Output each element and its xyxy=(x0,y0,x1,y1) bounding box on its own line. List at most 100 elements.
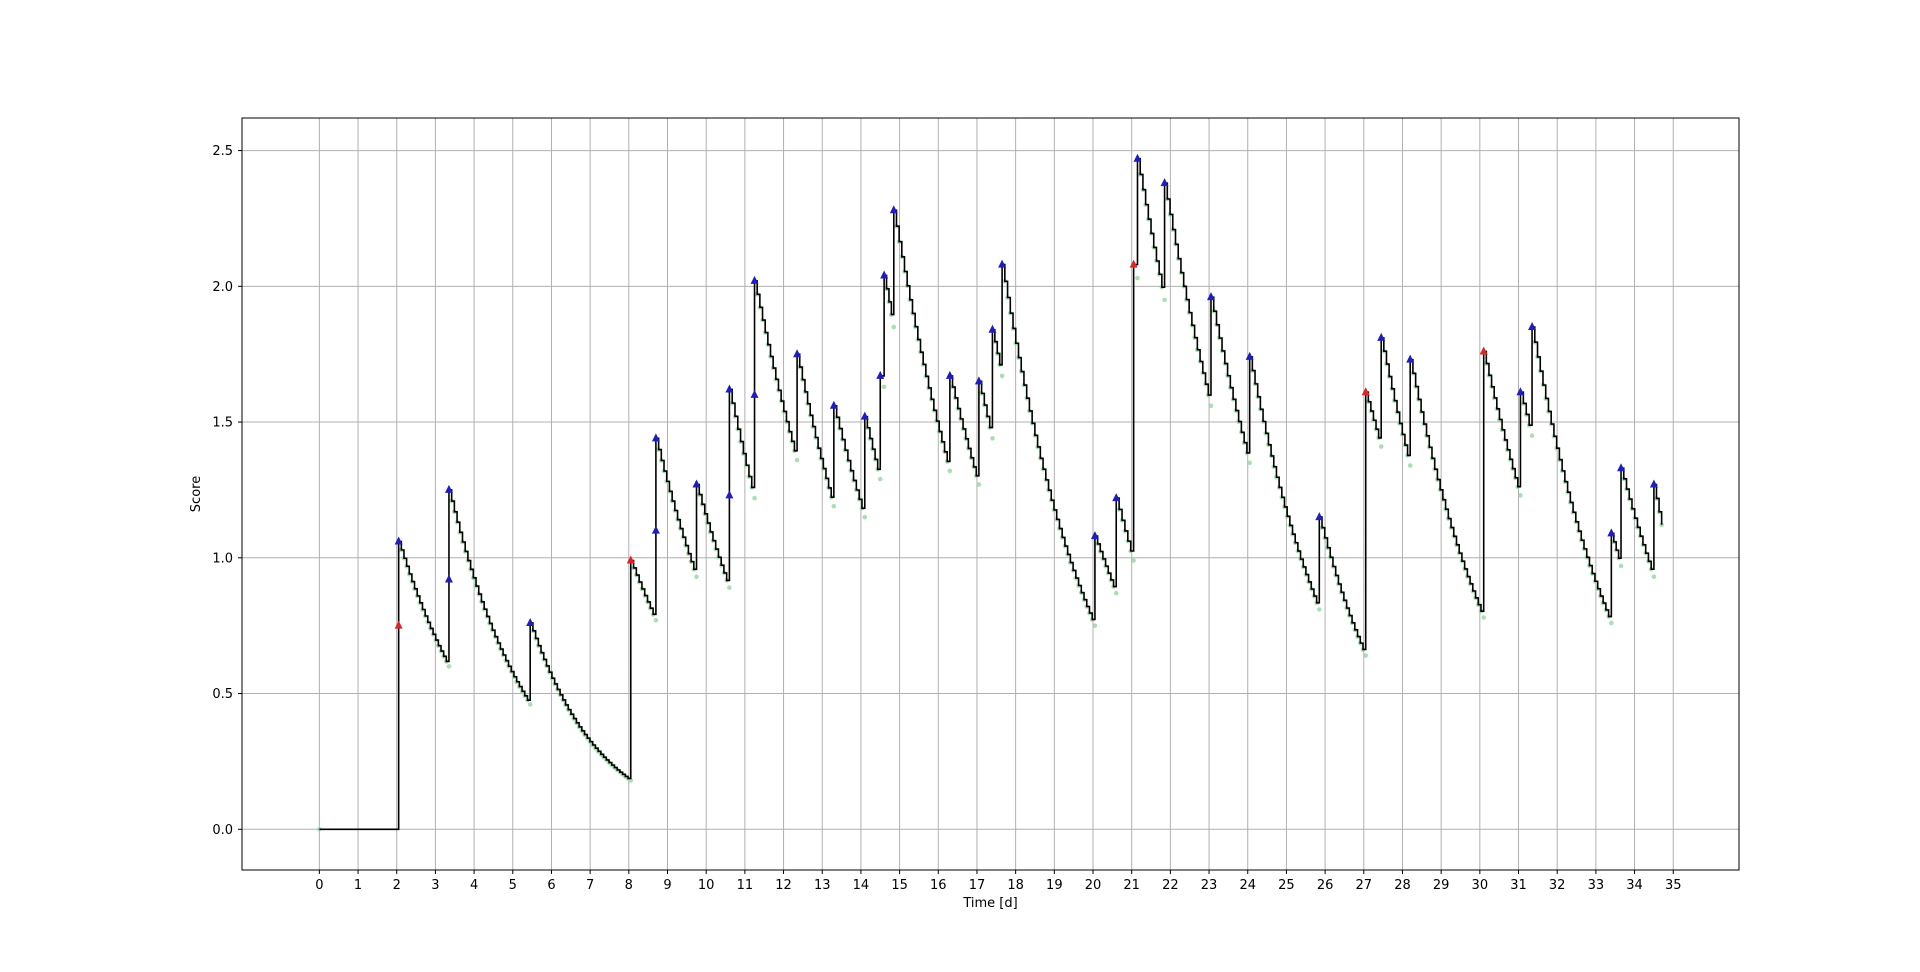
decay-point xyxy=(527,702,533,707)
x-tick-label: 9 xyxy=(663,878,671,893)
decay-point xyxy=(446,664,452,669)
x-tick-label: 23 xyxy=(1201,878,1218,893)
event-marker xyxy=(998,259,1007,268)
x-axis-label: Time [d] xyxy=(962,896,1017,911)
x-tick-label: 26 xyxy=(1317,878,1334,893)
decay-point xyxy=(1113,590,1119,596)
y-tick-label: 1.0 xyxy=(212,551,233,566)
event-marker xyxy=(876,370,885,379)
x-tick-label: 6 xyxy=(547,878,555,893)
decay-point xyxy=(1131,558,1136,563)
event-marker xyxy=(860,411,869,420)
event-marker xyxy=(1607,528,1616,537)
event-marker xyxy=(889,205,898,214)
decay-point xyxy=(1609,620,1614,626)
event-marker xyxy=(1528,322,1537,331)
event-marker xyxy=(651,433,660,442)
decay-point xyxy=(1316,607,1322,612)
decay-point xyxy=(1529,433,1535,438)
x-tick-label: 21 xyxy=(1123,878,1140,893)
x-tick-label: 35 xyxy=(1665,878,1682,893)
y-tick-label: 0.0 xyxy=(212,823,233,838)
decay-point xyxy=(752,495,757,501)
event-marker xyxy=(1090,531,1099,540)
x-tick-label: 24 xyxy=(1239,878,1256,893)
x-tick-label: 16 xyxy=(930,878,947,893)
y-tick-label: 1.5 xyxy=(212,416,233,431)
event-marker xyxy=(725,384,734,393)
plot-area-frame xyxy=(241,117,1740,871)
y-tick-label: 2.5 xyxy=(212,144,233,159)
x-tick-label: 18 xyxy=(1007,878,1024,893)
event-marker xyxy=(750,389,759,398)
y-axis-ticks: 0.0 0.5 1.0 1.5 2.0 2.5 xyxy=(212,144,242,838)
x-tick-label: 17 xyxy=(969,878,986,893)
event-marker xyxy=(1112,493,1121,502)
decay-point xyxy=(1135,275,1140,281)
event-marker xyxy=(974,376,983,385)
event-marker xyxy=(394,620,403,629)
event-marker xyxy=(1245,351,1254,360)
x-tick-label: 27 xyxy=(1356,878,1373,893)
x-tick-label: 10 xyxy=(698,878,715,893)
event-marker xyxy=(444,574,453,583)
x-tick-label: 32 xyxy=(1549,878,1566,893)
decay-point xyxy=(1092,623,1098,628)
event-marker xyxy=(988,324,997,333)
decay-point xyxy=(881,384,887,390)
y-tick-label: 0.5 xyxy=(212,687,233,702)
event-marker xyxy=(651,525,660,534)
x-tick-label: 34 xyxy=(1626,878,1643,893)
x-tick-label: 2 xyxy=(393,878,401,893)
decay-point xyxy=(862,514,868,520)
event-marker xyxy=(945,370,954,379)
event-marker xyxy=(725,490,734,499)
event-markers xyxy=(394,153,1658,629)
event-marker xyxy=(1361,387,1370,396)
x-tick-label: 31 xyxy=(1510,878,1527,893)
y-tick-label: 2.0 xyxy=(212,280,233,295)
event-marker xyxy=(444,484,453,493)
x-tick-label: 12 xyxy=(775,878,792,893)
decay-point xyxy=(976,482,982,487)
decay-point xyxy=(1481,615,1486,620)
event-marker xyxy=(1516,387,1525,396)
event-marker xyxy=(1160,178,1169,187)
decay-point xyxy=(1618,563,1624,569)
x-tick-label: 1 xyxy=(354,878,362,893)
event-marker xyxy=(526,617,535,626)
decay-point xyxy=(1208,403,1214,409)
x-axis-ticks: 0 1 2 3 4 5 6 7 8 9 10 11 12 13 14 15 16 17 18 19 20 21 22 23 24… xyxy=(315,870,1682,893)
x-tick-label: 5 xyxy=(509,878,517,893)
x-tick-label: 14 xyxy=(853,878,870,893)
x-tick-label: 3 xyxy=(431,878,439,893)
y-axis-label: Score xyxy=(189,476,204,512)
event-marker xyxy=(1479,346,1488,355)
x-tick-label: 20 xyxy=(1085,878,1102,893)
x-tick-label: 28 xyxy=(1394,878,1411,893)
decay-point xyxy=(891,324,897,330)
event-marker xyxy=(1315,512,1324,521)
event-marker xyxy=(394,536,403,545)
decay-point xyxy=(653,617,659,623)
x-tick-label: 33 xyxy=(1588,878,1605,893)
event-marker xyxy=(793,349,802,358)
decay-point xyxy=(1247,460,1252,466)
x-tick-label: 8 xyxy=(625,878,633,893)
decay-point xyxy=(1378,444,1384,449)
x-tick-label: 15 xyxy=(891,878,908,893)
decay-point xyxy=(794,457,800,463)
event-marker xyxy=(1649,479,1658,488)
event-marker xyxy=(692,479,701,488)
event-marker xyxy=(1133,153,1142,162)
event-marker xyxy=(1206,292,1215,301)
x-tick-label: 7 xyxy=(586,878,594,893)
x-tick-label: 4 xyxy=(470,878,478,893)
x-tick-label: 0 xyxy=(315,878,323,893)
event-marker xyxy=(829,400,838,409)
decay-point xyxy=(990,436,995,441)
decay-point xyxy=(1651,574,1657,580)
decay-point xyxy=(694,574,699,580)
